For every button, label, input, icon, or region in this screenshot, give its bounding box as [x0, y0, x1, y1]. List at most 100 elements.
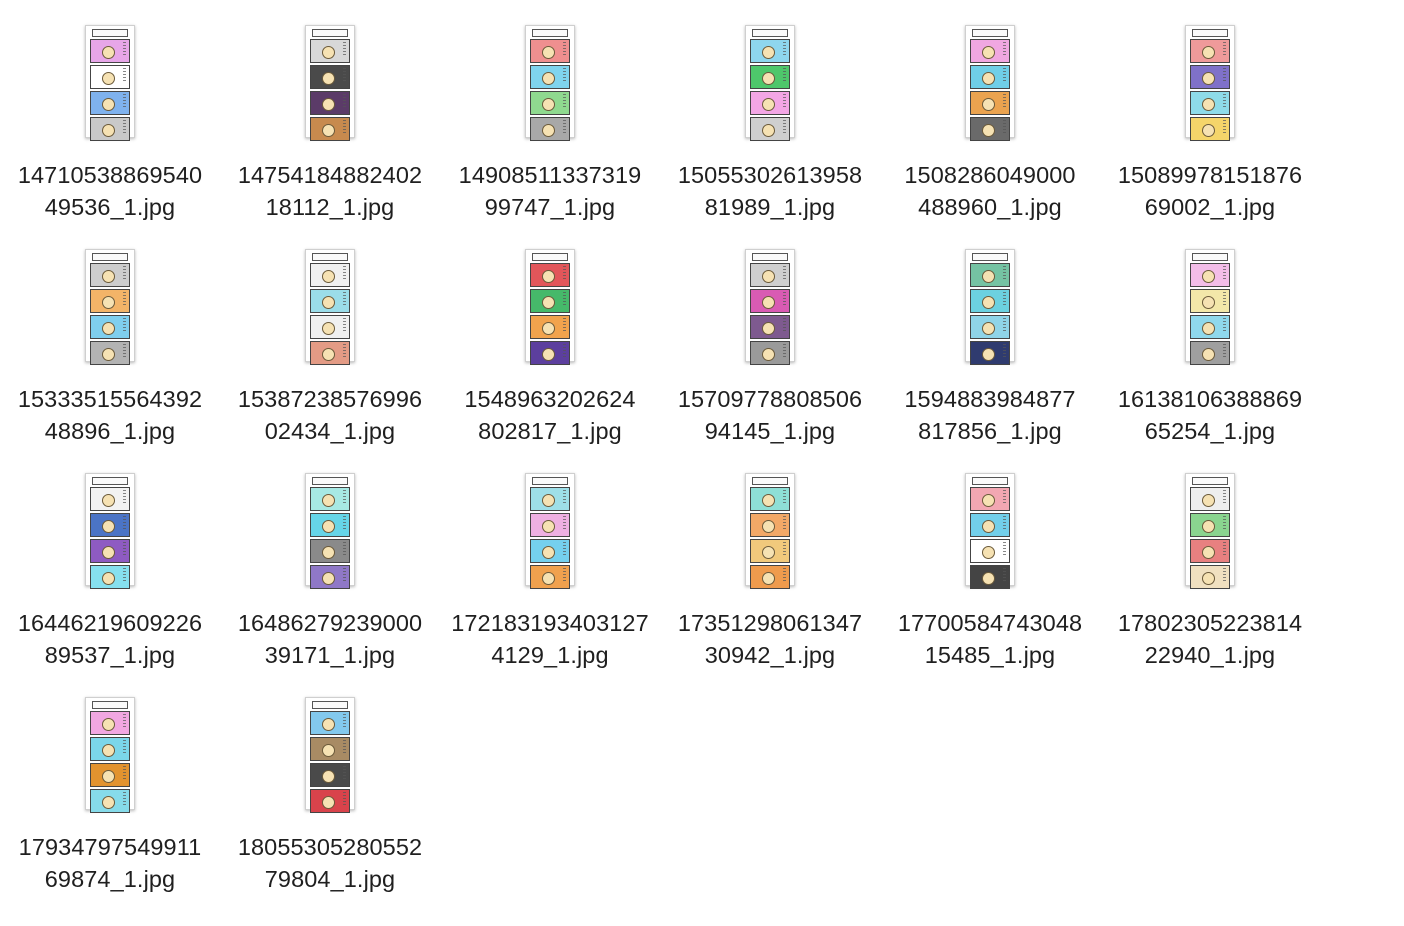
file-thumbnail[interactable] [745, 473, 795, 589]
file-thumbnail[interactable] [305, 697, 355, 813]
comic-panel [970, 513, 1010, 537]
file-thumbnail[interactable] [305, 249, 355, 365]
file-name-label[interactable]: 15709778808506 94145_1.jpg [665, 383, 875, 447]
file-name-label[interactable]: 15387238576996 02434_1.jpg [225, 383, 435, 447]
comic-title-bar [1192, 29, 1228, 37]
comic-title-bar [972, 253, 1008, 261]
file-name-label[interactable]: 1508286049000 488960_1.jpg [885, 159, 1095, 223]
comic-panel [310, 65, 350, 89]
comic-panel [90, 341, 130, 365]
file-item[interactable]: 15089978151876 69002_1.jpg [1105, 25, 1315, 225]
comic-panel [310, 263, 350, 287]
file-name-label[interactable]: 15333515564392 48896_1.jpg [5, 383, 215, 447]
file-thumbnail[interactable] [305, 25, 355, 141]
file-name-label[interactable]: 1594883984877 817856_1.jpg [885, 383, 1095, 447]
file-name-label[interactable]: 17934797549911 69874_1.jpg [5, 831, 215, 895]
file-name-line-1: 17351298061347 [677, 610, 863, 636]
file-thumbnail[interactable] [85, 697, 135, 813]
comic-panel [750, 65, 790, 89]
comic-panel [1190, 539, 1230, 563]
comic-panel [970, 487, 1010, 511]
comic-title-bar [92, 701, 128, 709]
comic-panel [970, 39, 1010, 63]
file-name-label[interactable]: 16486279239000 39171_1.jpg [225, 607, 435, 671]
comic-panel [310, 91, 350, 115]
comic-title-bar [92, 29, 128, 37]
file-name-line-1: 1548963202624 [464, 386, 636, 412]
comic-panel [750, 341, 790, 365]
file-name-line-2: 02434_1.jpg [264, 418, 396, 444]
file-item[interactable]: 15055302613958 81989_1.jpg [665, 25, 875, 225]
file-thumbnail[interactable] [965, 25, 1015, 141]
comic-panel [530, 289, 570, 313]
file-thumbnail[interactable] [965, 249, 1015, 365]
comic-title-bar [312, 253, 348, 261]
file-item[interactable]: 16486279239000 39171_1.jpg [225, 473, 435, 673]
file-thumbnail[interactable] [1185, 25, 1235, 141]
comic-panel [90, 565, 130, 589]
file-item[interactable]: 172183193403127 4129_1.jpg [445, 473, 655, 673]
file-item[interactable]: 16446219609226 89537_1.jpg [5, 473, 215, 673]
file-name-label[interactable]: 17700584743048 15485_1.jpg [885, 607, 1095, 671]
comic-title-bar [532, 477, 568, 485]
file-item[interactable]: 17351298061347 30942_1.jpg [665, 473, 875, 673]
file-name-label[interactable]: 14710538869540 49536_1.jpg [5, 159, 215, 223]
file-thumbnail[interactable] [745, 25, 795, 141]
file-thumbnail[interactable] [85, 249, 135, 365]
file-thumbnail[interactable] [85, 473, 135, 589]
file-name-label[interactable]: 14754184882402 18112_1.jpg [225, 159, 435, 223]
file-thumbnail[interactable] [1185, 249, 1235, 365]
file-thumbnail[interactable] [1185, 473, 1235, 589]
comic-panel [90, 487, 130, 511]
comic-panel [530, 513, 570, 537]
file-thumbnail[interactable] [525, 249, 575, 365]
file-item[interactable]: 17700584743048 15485_1.jpg [885, 473, 1095, 673]
comic-panel [530, 263, 570, 287]
file-name-label[interactable]: 15089978151876 69002_1.jpg [1105, 159, 1315, 223]
file-item[interactable]: 17934797549911 69874_1.jpg [5, 697, 215, 897]
file-name-label[interactable]: 17351298061347 30942_1.jpg [665, 607, 875, 671]
comic-panel [750, 565, 790, 589]
file-name-line-2: 15485_1.jpg [924, 642, 1056, 668]
file-thumbnail[interactable] [85, 25, 135, 141]
comic-panel [1190, 487, 1230, 511]
file-item[interactable]: 14908511337319 99747_1.jpg [445, 25, 655, 225]
file-item[interactable]: 14754184882402 18112_1.jpg [225, 25, 435, 225]
file-item[interactable]: 15387238576996 02434_1.jpg [225, 249, 435, 449]
file-item[interactable]: 15333515564392 48896_1.jpg [5, 249, 215, 449]
file-item[interactable]: 17802305223814 22940_1.jpg [1105, 473, 1315, 673]
file-thumbnail[interactable] [745, 249, 795, 365]
file-name-label[interactable]: 15055302613958 81989_1.jpg [665, 159, 875, 223]
file-name-label[interactable]: 16138106388869 65254_1.jpg [1105, 383, 1315, 447]
file-thumbnail[interactable] [965, 473, 1015, 589]
file-name-label[interactable]: 16446219609226 89537_1.jpg [5, 607, 215, 671]
file-item[interactable]: 1508286049000 488960_1.jpg [885, 25, 1095, 225]
file-thumbnail[interactable] [525, 473, 575, 589]
file-name-line-2: 30942_1.jpg [704, 642, 836, 668]
file-item[interactable]: 1548963202624 802817_1.jpg [445, 249, 655, 449]
comic-title-bar [312, 29, 348, 37]
comic-panel [530, 341, 570, 365]
file-item[interactable]: 16138106388869 65254_1.jpg [1105, 249, 1315, 449]
file-thumbnail[interactable] [525, 25, 575, 141]
file-name-label[interactable]: 172183193403127 4129_1.jpg [445, 607, 655, 671]
comic-title-bar [1192, 477, 1228, 485]
comic-panel [1190, 315, 1230, 339]
file-name-line-2: 69002_1.jpg [1144, 194, 1276, 220]
file-name-label[interactable]: 17802305223814 22940_1.jpg [1105, 607, 1315, 671]
file-thumbnail[interactable] [305, 473, 355, 589]
file-item[interactable]: 1594883984877 817856_1.jpg [885, 249, 1095, 449]
file-item[interactable]: 14710538869540 49536_1.jpg [5, 25, 215, 225]
comic-panel [90, 763, 130, 787]
file-name-label[interactable]: 14908511337319 99747_1.jpg [445, 159, 655, 223]
file-name-line-2: 89537_1.jpg [44, 642, 176, 668]
file-name-label[interactable]: 18055305280552 79804_1.jpg [225, 831, 435, 895]
file-name-line-1: 17934797549911 [18, 834, 202, 860]
file-name-label[interactable]: 1548963202624 802817_1.jpg [445, 383, 655, 447]
file-item[interactable]: 18055305280552 79804_1.jpg [225, 697, 435, 897]
file-name-line-1: 17700584743048 [897, 610, 1083, 636]
comic-panel [530, 117, 570, 141]
file-item[interactable]: 15709778808506 94145_1.jpg [665, 249, 875, 449]
file-name-line-2: 94145_1.jpg [704, 418, 836, 444]
comic-panel [90, 65, 130, 89]
